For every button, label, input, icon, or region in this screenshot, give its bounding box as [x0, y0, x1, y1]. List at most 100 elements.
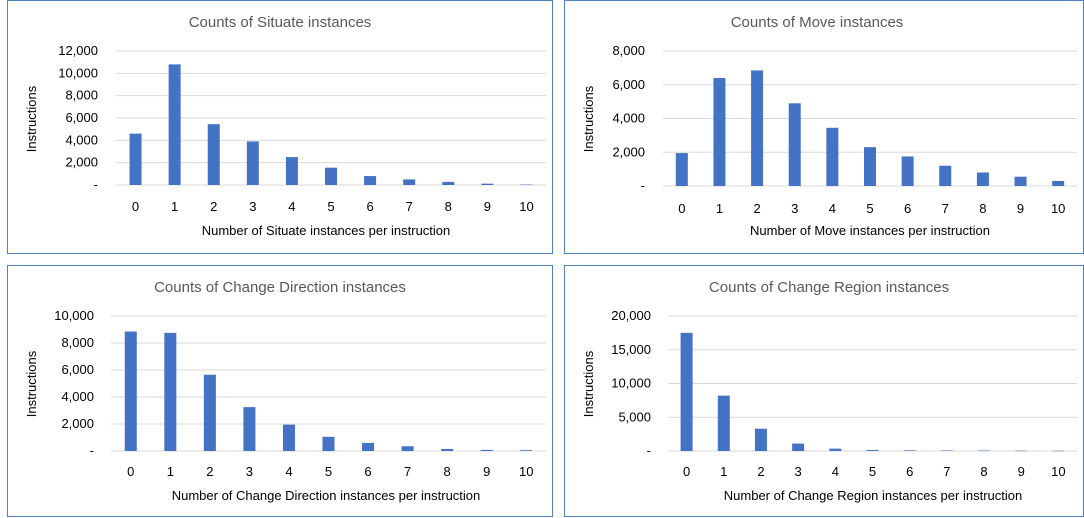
bar-4: [829, 448, 842, 451]
x-tick-label: 10: [519, 199, 533, 214]
y-tick-label: 10,000: [54, 308, 94, 323]
y-tick-label: 6,000: [65, 110, 98, 125]
y-tick-label: 4,000: [61, 389, 94, 404]
bar-4: [826, 127, 839, 186]
change-direction-chart: Counts of Change Direction instances - 2,0…: [24, 279, 546, 503]
x-tick-label: 2: [753, 201, 760, 216]
move-chart: Counts of Move instances - 2,000 4,000 6,000…: [581, 14, 1077, 238]
x-tick-label: 1: [171, 199, 178, 214]
bar-10: [520, 450, 533, 451]
y-tick-label: 15,000: [611, 342, 651, 357]
bar-9: [1014, 176, 1027, 186]
y-tick-label: -: [90, 443, 94, 458]
bar-1: [713, 78, 726, 186]
bar-3: [246, 141, 259, 185]
x-tick-label: 2: [757, 464, 764, 479]
x-tick-label: 10: [1051, 464, 1065, 479]
y-tick-label: -: [641, 178, 645, 193]
x-tick-label: 5: [866, 201, 873, 216]
x-tick-label: 8: [979, 201, 986, 216]
y-tick-label: 20,000: [611, 308, 651, 323]
x-tick-label: 0: [678, 201, 685, 216]
bar-8: [976, 172, 989, 186]
situate-chart: Counts of Situate instances - 2,000 4,000 6,…: [24, 14, 546, 238]
x-tick-label: 0: [683, 464, 690, 479]
change-region-chart: Counts of Change Region instances - 5,000 1…: [581, 279, 1077, 503]
y-tick-label: 10,000: [58, 65, 98, 80]
bar-7: [403, 179, 416, 185]
x-tick-label: 4: [829, 201, 836, 216]
x-tick-label: 1: [716, 201, 723, 216]
x-tick-label: 6: [366, 199, 373, 214]
bar-2: [751, 70, 764, 186]
bar-5: [322, 436, 335, 451]
bar-10: [1052, 450, 1065, 452]
situate-chart-panel: Counts of Situate instances - 2,000 4,000 6,…: [7, 0, 553, 254]
y-tick-label: 4,000: [65, 132, 98, 147]
situate-chart-title: Counts of Situate instances: [189, 14, 372, 31]
y-tick-label: 2,000: [65, 155, 98, 170]
x-tick-label: 8: [980, 464, 987, 479]
change-direction-chart-title: Counts of Change Direction instances: [154, 279, 406, 296]
bar-0: [680, 332, 693, 451]
bar-1: [164, 332, 177, 451]
change-region-chart-panel: Counts of Change Region instances - 5,000 1…: [564, 265, 1084, 517]
move-x-axis-label: Number of Move instances per instruction: [750, 223, 990, 238]
x-tick-label: 3: [246, 464, 253, 479]
bar-7: [939, 165, 952, 186]
bar-3: [243, 407, 256, 451]
y-tick-label: 10,000: [611, 376, 651, 391]
move-chart-title: Counts of Move instances: [731, 14, 904, 31]
y-tick-label: 8,000: [65, 88, 98, 103]
bar-6: [901, 156, 914, 186]
x-tick-label: 5: [325, 464, 332, 479]
bar-6: [364, 176, 377, 185]
x-tick-label: 6: [906, 464, 913, 479]
change-direction-x-axis-label: Number of Change Direction instances per…: [172, 488, 481, 503]
x-tick-label: 2: [206, 464, 213, 479]
bar-5: [864, 147, 876, 186]
y-tick-label: 2,000: [612, 144, 645, 159]
bar-5: [325, 167, 337, 185]
bar-2: [754, 428, 767, 451]
bar-4: [285, 157, 298, 185]
x-tick-label: 8: [445, 199, 452, 214]
bar-10: [520, 184, 533, 186]
bar-6: [362, 442, 375, 451]
bar-0: [124, 331, 137, 451]
bar-7: [401, 446, 414, 451]
x-tick-label: 5: [869, 464, 876, 479]
x-tick-label: 3: [249, 199, 256, 214]
bar-9: [480, 449, 493, 451]
y-tick-label: -: [647, 443, 651, 458]
bar-3: [788, 103, 801, 186]
x-tick-label: 9: [484, 199, 491, 214]
change-region-chart-title: Counts of Change Region instances: [709, 279, 949, 296]
x-tick-label: 4: [288, 199, 295, 214]
x-tick-label: 6: [364, 464, 371, 479]
x-tick-label: 7: [942, 201, 949, 216]
change-region-y-axis-label: Instructions: [581, 350, 596, 417]
situate-x-axis-label: Number of Situate instances per instruct…: [202, 223, 451, 238]
x-tick-label: 7: [943, 464, 950, 479]
y-tick-label: 6,000: [61, 362, 94, 377]
y-tick-label: 8,000: [61, 335, 94, 350]
x-tick-label: 9: [483, 464, 490, 479]
bar-8: [441, 448, 454, 451]
bar-1: [717, 395, 730, 451]
y-tick-label: 8,000: [612, 43, 645, 58]
x-tick-label: 4: [285, 464, 292, 479]
x-tick-label: 8: [444, 464, 451, 479]
bar-3: [792, 443, 805, 451]
change-direction-y-axis-label: Instructions: [24, 350, 39, 417]
move-chart-panel: Counts of Move instances - 2,000 4,000 6,000…: [564, 0, 1084, 254]
x-tick-label: 10: [1051, 201, 1065, 216]
bar-2: [203, 374, 216, 451]
x-tick-label: 1: [720, 464, 727, 479]
x-tick-label: 7: [404, 464, 411, 479]
y-tick-label: 6,000: [612, 77, 645, 92]
change-direction-chart-panel: Counts of Change Direction instances - 2,0…: [7, 265, 553, 517]
x-tick-label: 2: [210, 199, 217, 214]
y-tick-label: -: [94, 177, 98, 192]
x-tick-label: 5: [327, 199, 334, 214]
